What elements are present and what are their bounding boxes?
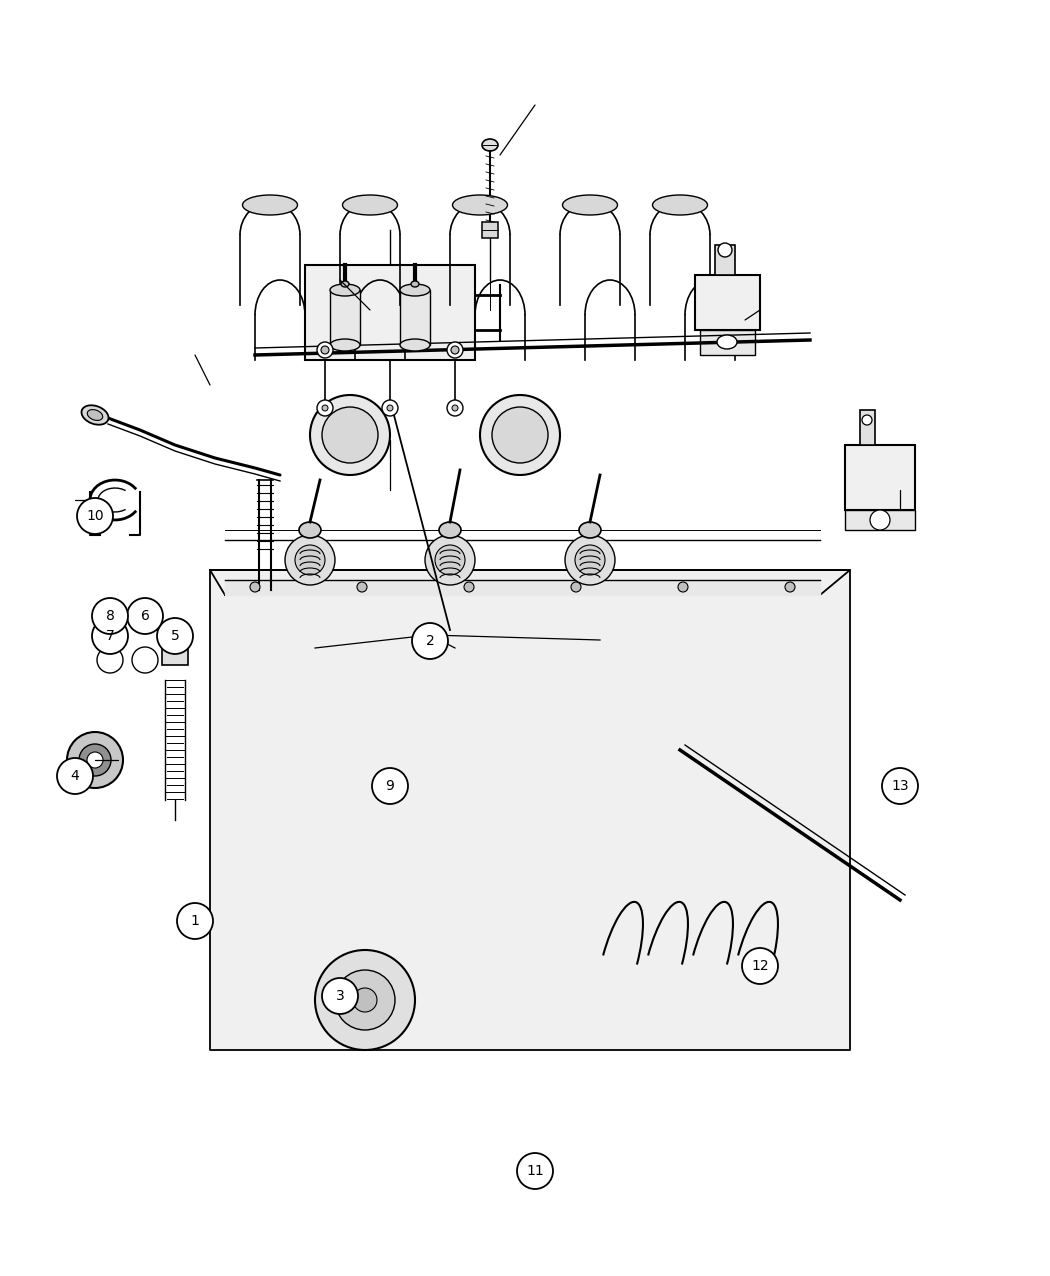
Ellipse shape xyxy=(342,195,398,214)
Ellipse shape xyxy=(400,339,430,351)
Circle shape xyxy=(412,623,448,658)
Circle shape xyxy=(382,399,398,416)
Circle shape xyxy=(517,1154,553,1189)
Circle shape xyxy=(127,598,163,634)
Ellipse shape xyxy=(400,285,430,296)
Circle shape xyxy=(447,399,463,416)
Circle shape xyxy=(571,582,581,592)
Text: 1: 1 xyxy=(190,914,200,928)
Circle shape xyxy=(870,510,890,530)
Polygon shape xyxy=(210,570,851,595)
Circle shape xyxy=(317,342,333,359)
Circle shape xyxy=(565,535,615,584)
Circle shape xyxy=(387,404,393,411)
Ellipse shape xyxy=(717,336,737,350)
Circle shape xyxy=(92,598,128,634)
Text: 4: 4 xyxy=(70,769,80,783)
Ellipse shape xyxy=(563,195,617,214)
Circle shape xyxy=(718,242,732,256)
Text: 7: 7 xyxy=(106,629,114,643)
Circle shape xyxy=(322,407,378,463)
Circle shape xyxy=(447,342,463,359)
Polygon shape xyxy=(210,570,851,1050)
Polygon shape xyxy=(225,581,820,595)
Text: 11: 11 xyxy=(526,1164,544,1178)
Circle shape xyxy=(132,647,158,672)
Circle shape xyxy=(322,404,328,411)
Circle shape xyxy=(77,498,113,533)
Bar xyxy=(860,410,875,445)
Circle shape xyxy=(67,732,123,789)
Circle shape xyxy=(785,582,795,592)
Ellipse shape xyxy=(579,522,601,538)
Circle shape xyxy=(464,582,474,592)
Circle shape xyxy=(678,582,688,592)
Circle shape xyxy=(452,404,458,411)
Circle shape xyxy=(285,535,335,584)
Ellipse shape xyxy=(168,641,182,649)
Text: 2: 2 xyxy=(425,634,435,648)
Circle shape xyxy=(452,346,459,353)
Circle shape xyxy=(425,535,475,584)
Bar xyxy=(304,265,475,360)
Bar xyxy=(482,222,498,239)
Ellipse shape xyxy=(652,195,708,214)
Circle shape xyxy=(335,970,395,1030)
Circle shape xyxy=(862,415,872,425)
Circle shape xyxy=(882,768,918,804)
Bar xyxy=(330,290,360,345)
Circle shape xyxy=(575,545,605,575)
Circle shape xyxy=(492,407,548,463)
Text: 8: 8 xyxy=(106,609,114,623)
Ellipse shape xyxy=(411,281,419,287)
Ellipse shape xyxy=(87,410,103,420)
Circle shape xyxy=(57,758,93,794)
Bar xyxy=(715,245,735,276)
Circle shape xyxy=(435,545,465,575)
Ellipse shape xyxy=(439,522,461,538)
Ellipse shape xyxy=(243,195,297,214)
Bar xyxy=(400,290,430,345)
Circle shape xyxy=(97,647,123,672)
Circle shape xyxy=(158,618,193,655)
Ellipse shape xyxy=(299,522,321,538)
Text: 9: 9 xyxy=(385,780,395,792)
Circle shape xyxy=(177,903,213,939)
Bar xyxy=(845,445,915,510)
Circle shape xyxy=(162,627,188,653)
Text: 3: 3 xyxy=(336,989,344,1003)
Circle shape xyxy=(315,951,415,1050)
Ellipse shape xyxy=(341,281,349,287)
Text: 12: 12 xyxy=(751,960,769,974)
Circle shape xyxy=(322,977,358,1014)
Circle shape xyxy=(353,988,377,1012)
Circle shape xyxy=(310,396,390,475)
Ellipse shape xyxy=(82,406,108,425)
Circle shape xyxy=(742,948,778,984)
Circle shape xyxy=(87,752,103,768)
Text: 10: 10 xyxy=(86,509,104,523)
Circle shape xyxy=(372,768,408,804)
Text: 13: 13 xyxy=(891,780,909,792)
Circle shape xyxy=(97,627,123,653)
Circle shape xyxy=(357,582,367,592)
Circle shape xyxy=(321,346,329,353)
Bar xyxy=(695,276,760,330)
Circle shape xyxy=(250,582,260,592)
Circle shape xyxy=(317,399,333,416)
Bar xyxy=(700,330,755,355)
Ellipse shape xyxy=(453,195,507,214)
Circle shape xyxy=(79,744,111,776)
Circle shape xyxy=(480,396,560,475)
Text: 5: 5 xyxy=(170,629,180,643)
Ellipse shape xyxy=(482,139,498,151)
Circle shape xyxy=(92,618,128,655)
Ellipse shape xyxy=(330,285,360,296)
Text: 6: 6 xyxy=(141,609,149,623)
Bar xyxy=(162,644,188,665)
Ellipse shape xyxy=(330,339,360,351)
Bar xyxy=(845,510,915,530)
Circle shape xyxy=(295,545,326,575)
